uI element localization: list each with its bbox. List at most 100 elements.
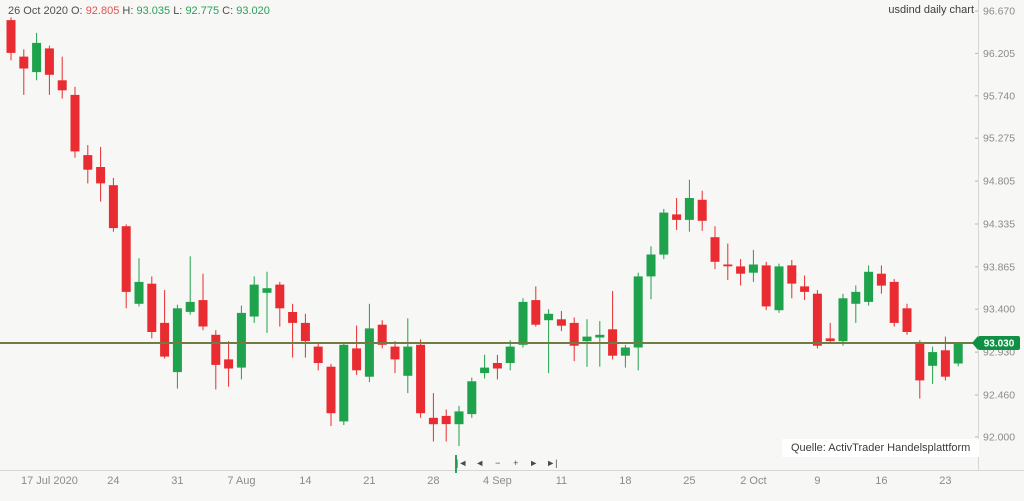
- candle-body[interactable]: [275, 284, 285, 309]
- zoom-out-button[interactable]: −: [495, 458, 501, 468]
- candle-body[interactable]: [761, 265, 771, 307]
- jump-start-button[interactable]: |◄: [456, 458, 468, 468]
- step-back-button[interactable]: ◄: [475, 458, 485, 468]
- candle-body[interactable]: [582, 336, 592, 342]
- candle-body[interactable]: [800, 286, 810, 292]
- candle-body[interactable]: [326, 366, 336, 414]
- candle-body[interactable]: [403, 346, 413, 376]
- ohlc-readout: 26 Oct 2020 O: 92.805 H: 93.035 L: 92.77…: [8, 5, 270, 17]
- candle-body[interactable]: [198, 300, 208, 327]
- candle-body[interactable]: [44, 48, 54, 75]
- candle-body[interactable]: [185, 301, 195, 312]
- candle-body[interactable]: [160, 322, 170, 357]
- candle-body[interactable]: [569, 322, 579, 346]
- jump-end-button[interactable]: ►|: [546, 458, 558, 468]
- candle-body[interactable]: [32, 42, 42, 73]
- candle-body[interactable]: [108, 185, 118, 229]
- candle-body[interactable]: [377, 324, 387, 345]
- candle-body[interactable]: [697, 199, 707, 221]
- candle-body[interactable]: [518, 301, 528, 345]
- price-badge-arrow: [972, 336, 978, 350]
- candle-body[interactable]: [864, 271, 874, 302]
- candle-body[interactable]: [224, 359, 234, 369]
- candle-body[interactable]: [659, 212, 669, 255]
- candle-body[interactable]: [70, 94, 80, 152]
- low-label: L:: [173, 5, 183, 17]
- candle-body[interactable]: [633, 276, 643, 348]
- candle-body[interactable]: [620, 347, 630, 356]
- candle-body[interactable]: [595, 334, 605, 338]
- candle-body[interactable]: [262, 288, 272, 293]
- candle-body[interactable]: [646, 254, 656, 277]
- candle-body[interactable]: [390, 346, 400, 360]
- price-axis-label: 96.205: [983, 48, 1015, 60]
- price-axis-label: 95.275: [983, 133, 1015, 145]
- candle-body[interactable]: [288, 312, 298, 323]
- candle-body[interactable]: [236, 312, 246, 368]
- time-axis[interactable]: 17 Jul 2020 24 31 7 Aug 14 21 28 4 Sep 11 18 25 2 O…: [21, 475, 952, 487]
- current-price-badge: 93.030: [972, 336, 1020, 350]
- candle-body[interactable]: [480, 367, 490, 374]
- candle-body[interactable]: [428, 417, 438, 425]
- candle-body[interactable]: [339, 344, 349, 422]
- candle-body[interactable]: [723, 264, 733, 267]
- candle-body[interactable]: [812, 293, 822, 346]
- candle-body[interactable]: [134, 281, 144, 304]
- close-value: 93.020: [236, 5, 270, 17]
- time-axis-label: 28: [427, 475, 439, 487]
- candle-body[interactable]: [556, 319, 566, 326]
- step-forward-button[interactable]: ►: [529, 458, 539, 468]
- candle-body[interactable]: [915, 343, 925, 381]
- candle-body[interactable]: [953, 343, 963, 364]
- candle-body[interactable]: [211, 334, 221, 365]
- candle-body[interactable]: [876, 273, 886, 286]
- candle-body[interactable]: [544, 313, 554, 321]
- candle-body[interactable]: [928, 352, 938, 366]
- candle-body[interactable]: [492, 363, 502, 369]
- candle-body[interactable]: [825, 338, 835, 342]
- candle-body[interactable]: [851, 291, 861, 304]
- candles-layer: [6, 17, 963, 446]
- open-value: 92.805: [85, 5, 120, 17]
- candle-body[interactable]: [940, 350, 950, 377]
- candle-body[interactable]: [684, 198, 694, 220]
- time-axis-label: 24: [107, 475, 119, 487]
- candle-body[interactable]: [736, 266, 746, 274]
- candle-body[interactable]: [19, 56, 29, 69]
- candle-body[interactable]: [889, 281, 899, 323]
- time-axis-label: 18: [619, 475, 631, 487]
- candle-body[interactable]: [838, 298, 848, 342]
- candle-body[interactable]: [787, 265, 797, 284]
- candle-body[interactable]: [364, 328, 374, 377]
- candle-body[interactable]: [467, 381, 477, 415]
- candle-body[interactable]: [313, 346, 323, 363]
- candle-body[interactable]: [774, 266, 784, 311]
- candle-body[interactable]: [96, 167, 106, 184]
- bar-cursor-marker: [455, 455, 457, 473]
- candle-body[interactable]: [57, 80, 67, 91]
- candle-body[interactable]: [416, 344, 426, 414]
- candle-body[interactable]: [121, 226, 131, 292]
- time-axis-label: 31: [171, 475, 183, 487]
- candle-body[interactable]: [672, 214, 682, 220]
- candle-body[interactable]: [249, 284, 259, 317]
- candle-body[interactable]: [531, 300, 541, 325]
- candle-body[interactable]: [505, 346, 515, 363]
- candle-body[interactable]: [441, 415, 451, 425]
- candle-body[interactable]: [147, 283, 157, 332]
- candle-body[interactable]: [352, 348, 362, 371]
- candle-body[interactable]: [710, 237, 720, 262]
- candle-body[interactable]: [902, 308, 912, 332]
- time-axis-label: 21: [363, 475, 375, 487]
- candle-body[interactable]: [454, 411, 464, 425]
- price-axis[interactable]: 96.670 96.205 95.740 95.275 94.805 94.335 93.8…: [975, 6, 1015, 444]
- zoom-in-button[interactable]: +: [513, 458, 519, 468]
- price-axis-label: 94.805: [983, 176, 1015, 188]
- candle-body[interactable]: [6, 20, 16, 53]
- candle-body[interactable]: [300, 322, 310, 342]
- open-label: O:: [71, 5, 83, 17]
- candle-body[interactable]: [172, 308, 182, 373]
- candle-body[interactable]: [748, 264, 758, 273]
- candle-body[interactable]: [83, 155, 93, 170]
